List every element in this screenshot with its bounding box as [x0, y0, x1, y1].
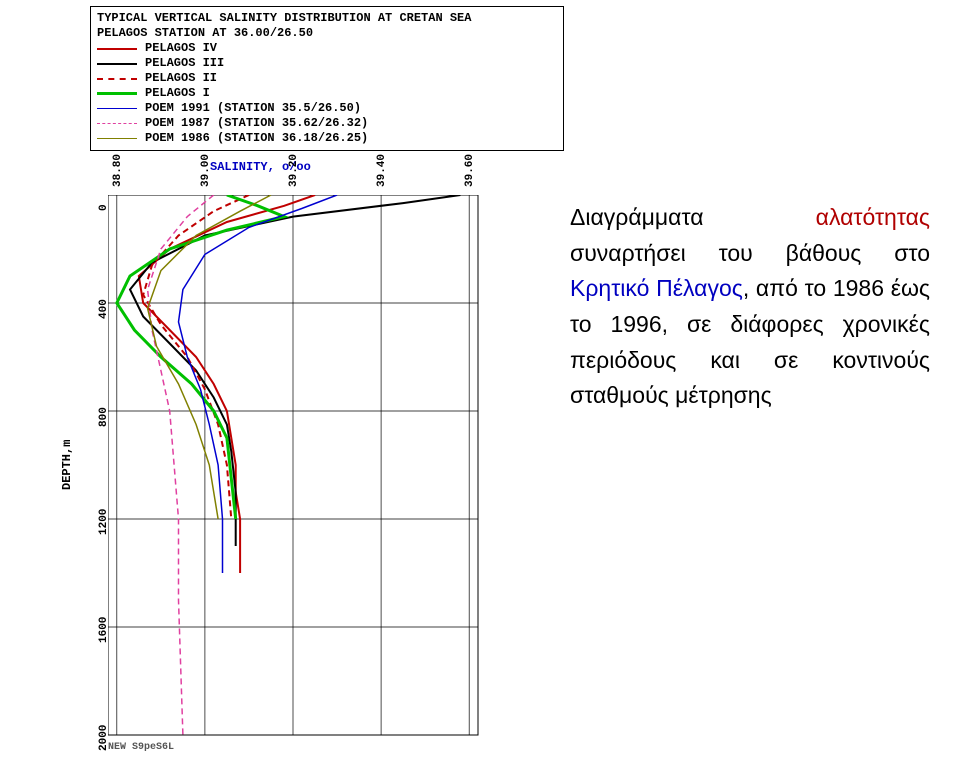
y-tick-label: 1600 — [98, 617, 110, 643]
legend-box: TYPICAL VERTICAL SALINITY DISTRIBUTION A… — [90, 6, 564, 151]
legend-swatch — [97, 92, 137, 95]
legend-title-1: TYPICAL VERTICAL SALINITY DISTRIBUTION A… — [97, 11, 557, 26]
y-tick-label: 1200 — [98, 509, 110, 535]
x-tick-label: 38.80 — [112, 154, 124, 187]
legend-row: POEM 1991 (STATION 35.5/26.50) — [97, 101, 557, 116]
legend-label: PELAGOS III — [145, 56, 224, 71]
legend-row: POEM 1987 (STATION 35.62/26.32) — [97, 116, 557, 131]
legend-label: POEM 1986 (STATION 36.18/26.25) — [145, 131, 368, 146]
legend-row: PELAGOS III — [97, 56, 557, 71]
salinity-depth-chart — [108, 195, 480, 737]
footer-text: NEW S9peS6L — [108, 742, 174, 753]
legend-swatch — [97, 123, 137, 124]
legend-label: PELAGOS IV — [145, 41, 217, 56]
legend-swatch — [97, 78, 137, 80]
legend-row: POEM 1986 (STATION 36.18/26.25) — [97, 131, 557, 146]
desc-word-salinity: αλατότητας — [816, 204, 930, 230]
x-tick-label: 39.40 — [376, 154, 388, 187]
x-tick-label: 39.00 — [200, 154, 212, 187]
y-tick-label: 800 — [98, 407, 110, 427]
description-text: Διαγράμματα αλατότητας συναρτήσει του βά… — [570, 200, 930, 414]
legend-label: POEM 1991 (STATION 35.5/26.50) — [145, 101, 361, 116]
legend-swatch — [97, 138, 137, 139]
legend-row: PELAGOS II — [97, 71, 557, 86]
desc-cretan: Κρητικό Πέλαγος — [570, 275, 743, 301]
legend-swatch — [97, 108, 137, 109]
legend-label: POEM 1987 (STATION 35.62/26.32) — [145, 116, 368, 131]
legend-title-2: PELAGOS STATION AT 36.00/26.50 — [97, 26, 557, 41]
y-tick-label: 0 — [98, 204, 110, 211]
desc-words: συναρτήσει του βάθους στο — [570, 240, 930, 266]
x-tick-label: 39.60 — [464, 154, 476, 187]
desc-word: Διαγράμματα — [570, 204, 704, 230]
legend-label: PELAGOS II — [145, 71, 217, 86]
legend-swatch — [97, 63, 137, 65]
legend-swatch — [97, 48, 137, 50]
y-axis-title: DEPTH,m — [60, 440, 74, 490]
legend-row: PELAGOS I — [97, 86, 557, 101]
y-tick-label: 400 — [98, 299, 110, 319]
legend-row: PELAGOS IV — [97, 41, 557, 56]
x-tick-label: 39.20 — [288, 154, 300, 187]
legend-label: PELAGOS I — [145, 86, 210, 101]
